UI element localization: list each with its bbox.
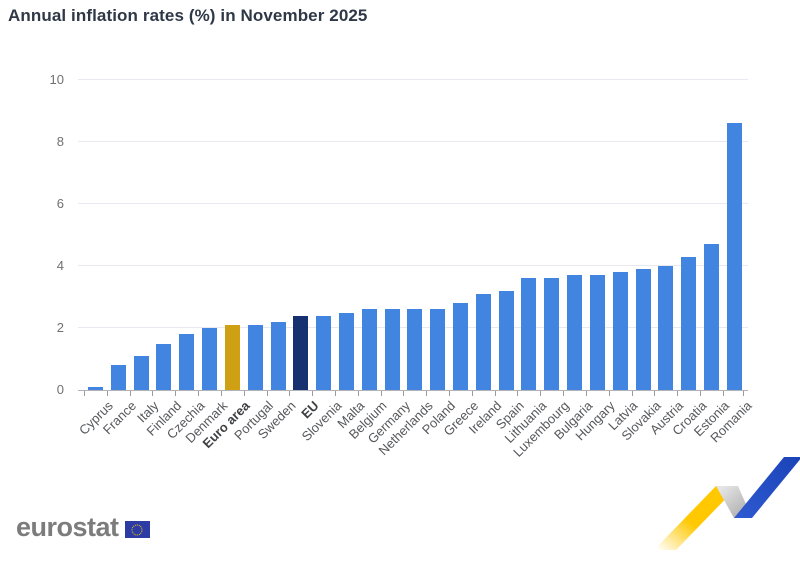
- bar-slovakia: [635, 269, 651, 390]
- bar-slot-eu: EU: [289, 80, 321, 421]
- y-axis-label-2: 2: [56, 320, 64, 335]
- bar-portugal: [247, 324, 263, 390]
- bar-euro-area: [224, 324, 240, 390]
- bar-slot-germany: Germany: [364, 80, 413, 446]
- bar-slot-finland: Finland: [144, 80, 185, 439]
- bar-denmark: [202, 328, 218, 390]
- bar-eu: [293, 315, 309, 390]
- bar-slovenia: [316, 315, 332, 390]
- bar-slot-euro-area: Euro area: [200, 80, 253, 451]
- eu-flag-icon: [124, 521, 150, 538]
- bar-slot-france: France: [100, 80, 139, 437]
- bar-slot-slovenia: Slovenia: [298, 80, 344, 444]
- bar-greece: [453, 303, 468, 390]
- bar-slot-netherlands: Netherlands: [375, 80, 435, 458]
- bar-croatia: [681, 256, 697, 390]
- bar-slot-hungary: Hungary: [573, 80, 618, 443]
- zigzag-trend-arrow-icon: [654, 457, 800, 550]
- bar-slot-malta: Malta: [334, 80, 367, 431]
- bar-slot-poland: Poland: [419, 80, 458, 437]
- bar-italy: [133, 355, 149, 390]
- bar-slot-spain: Spain: [493, 80, 527, 432]
- bar-belgium: [361, 309, 377, 390]
- bar-germany: [384, 309, 400, 390]
- y-axis-label-10: 10: [49, 72, 64, 87]
- bar-hungary: [589, 275, 605, 390]
- bar-lithuania: [521, 278, 537, 390]
- bar-sweden: [270, 321, 286, 390]
- bar-poland: [430, 309, 446, 390]
- bar-slot-belgium: Belgium: [346, 80, 390, 442]
- plot-area: 0 2 4 6 8 10 Cyprus France Italy Finland Czechia De…: [50, 72, 755, 460]
- eurostat-footer: eurostat: [16, 512, 150, 543]
- bar-slot-portugal: Portugal: [231, 80, 276, 443]
- bar-cyprus: [88, 386, 103, 390]
- bar-slot-austria: Austria: [647, 80, 686, 437]
- bar-slot-romania: Romania: [707, 80, 755, 445]
- bar-romania: [726, 123, 742, 390]
- bar-malta: [338, 312, 354, 390]
- bar-finland: [156, 343, 172, 390]
- bar-slot-sweden: Sweden: [255, 80, 299, 442]
- eurostat-logo-text: eurostat: [16, 512, 119, 542]
- bar-bulgaria: [567, 275, 583, 390]
- bar-slot-estonia: Estonia: [691, 80, 732, 439]
- bar-luxembourg: [544, 278, 560, 390]
- bar-slot-bulgaria: Bulgaria: [551, 80, 595, 442]
- bar-slot-czechia: Czechia: [164, 80, 207, 442]
- bar-slot-greece: Greece: [440, 80, 481, 439]
- bar-slot-ireland: Ireland: [465, 80, 504, 437]
- y-axis-label-4: 4: [56, 258, 64, 273]
- y-axis-label-6: 6: [56, 196, 64, 211]
- bar-slot-latvia: Latvia: [606, 80, 641, 433]
- bars-row: Cyprus France Italy Finland Czechia Denmark Eu…: [76, 80, 755, 460]
- y-axis-label-0: 0: [56, 382, 64, 397]
- bar-spain: [498, 290, 514, 390]
- gridline-10: [78, 79, 748, 80]
- bar-slot-italy: Italy: [129, 80, 162, 425]
- bar-estonia: [703, 244, 719, 390]
- bar-slot-denmark: Denmark: [182, 80, 230, 446]
- gridline-8: [78, 141, 748, 142]
- bar-ireland: [475, 293, 491, 390]
- y-axis-label-8: 8: [56, 134, 64, 149]
- gridline-6: [78, 203, 748, 204]
- bar-austria: [658, 266, 674, 390]
- bar-netherlands: [407, 309, 423, 390]
- bar-slot-luxembourg: Luxembourg: [511, 80, 572, 460]
- bar-france: [110, 365, 126, 390]
- bar-latvia: [612, 272, 628, 390]
- bar-slot-croatia: Croatia: [669, 80, 709, 438]
- bar-slot-lithuania: Lithuania: [502, 80, 550, 446]
- gridline-4: [78, 265, 748, 266]
- chart-title: Annual inflation rates (%) in November 2…: [8, 6, 368, 25]
- bar-slot-slovakia: Slovakia: [618, 80, 664, 443]
- bar-slot-cyprus: Cyprus: [76, 80, 116, 438]
- bar-czechia: [179, 334, 195, 390]
